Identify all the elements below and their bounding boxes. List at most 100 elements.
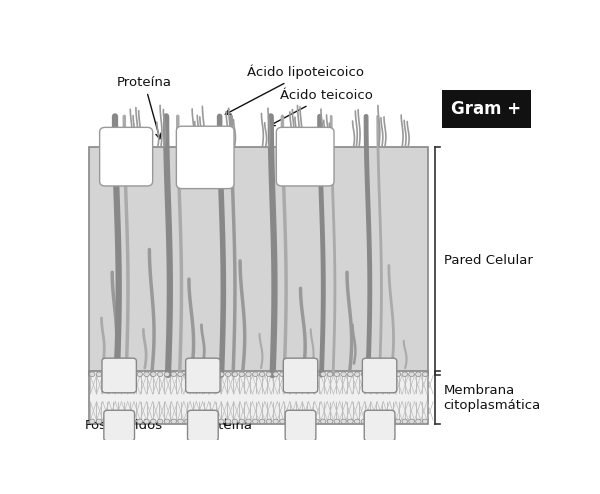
Circle shape: [144, 419, 149, 424]
Circle shape: [341, 372, 346, 376]
Circle shape: [382, 372, 387, 376]
Circle shape: [137, 372, 143, 376]
Circle shape: [314, 419, 319, 424]
Circle shape: [205, 372, 211, 376]
Circle shape: [314, 372, 319, 376]
Circle shape: [355, 372, 360, 376]
Circle shape: [253, 419, 258, 424]
Circle shape: [280, 372, 285, 376]
Circle shape: [293, 372, 299, 376]
Circle shape: [178, 419, 184, 424]
FancyBboxPatch shape: [104, 411, 134, 441]
Circle shape: [218, 419, 224, 424]
Circle shape: [171, 372, 176, 376]
FancyBboxPatch shape: [283, 358, 318, 393]
Circle shape: [416, 372, 421, 376]
Circle shape: [327, 419, 333, 424]
Circle shape: [124, 419, 129, 424]
Circle shape: [300, 372, 305, 376]
Circle shape: [110, 419, 115, 424]
Circle shape: [205, 419, 211, 424]
FancyBboxPatch shape: [188, 411, 218, 441]
Circle shape: [137, 419, 143, 424]
Circle shape: [171, 419, 176, 424]
FancyBboxPatch shape: [100, 127, 152, 186]
Circle shape: [320, 372, 326, 376]
Circle shape: [422, 419, 428, 424]
Circle shape: [273, 419, 278, 424]
Circle shape: [286, 419, 292, 424]
Circle shape: [388, 419, 394, 424]
Text: Proteína: Proteína: [198, 419, 253, 432]
Circle shape: [266, 419, 272, 424]
Circle shape: [164, 419, 170, 424]
Circle shape: [212, 372, 217, 376]
Circle shape: [286, 372, 292, 376]
Circle shape: [416, 419, 421, 424]
Text: Gram +: Gram +: [451, 100, 521, 118]
Circle shape: [395, 419, 401, 424]
Circle shape: [212, 419, 217, 424]
Circle shape: [116, 419, 122, 424]
Circle shape: [124, 372, 129, 376]
Circle shape: [191, 419, 197, 424]
Circle shape: [245, 419, 251, 424]
Circle shape: [151, 419, 156, 424]
Circle shape: [361, 419, 367, 424]
Circle shape: [151, 372, 156, 376]
Circle shape: [320, 419, 326, 424]
Circle shape: [375, 372, 380, 376]
FancyBboxPatch shape: [364, 411, 395, 441]
Circle shape: [300, 419, 305, 424]
Circle shape: [422, 372, 428, 376]
FancyBboxPatch shape: [185, 358, 220, 393]
Circle shape: [239, 372, 244, 376]
Text: Pared Celular: Pared Celular: [444, 254, 533, 267]
Circle shape: [245, 372, 251, 376]
Text: Ácido lipoteicoico: Ácido lipoteicoico: [226, 65, 364, 114]
Bar: [89, 371, 428, 424]
Circle shape: [178, 372, 184, 376]
Circle shape: [347, 419, 353, 424]
FancyBboxPatch shape: [362, 358, 397, 393]
Circle shape: [334, 419, 340, 424]
Circle shape: [253, 372, 258, 376]
Text: Proteína: Proteína: [117, 76, 172, 139]
Circle shape: [334, 372, 340, 376]
Circle shape: [368, 372, 374, 376]
FancyBboxPatch shape: [277, 127, 334, 186]
Circle shape: [130, 372, 136, 376]
Circle shape: [307, 419, 313, 424]
Circle shape: [226, 372, 231, 376]
FancyBboxPatch shape: [285, 411, 316, 441]
FancyBboxPatch shape: [102, 358, 136, 393]
Circle shape: [185, 372, 190, 376]
Circle shape: [307, 372, 313, 376]
Circle shape: [164, 372, 170, 376]
Circle shape: [293, 419, 299, 424]
Circle shape: [157, 419, 163, 424]
Circle shape: [130, 419, 136, 424]
FancyBboxPatch shape: [176, 126, 234, 189]
Circle shape: [382, 419, 387, 424]
Circle shape: [355, 419, 360, 424]
Circle shape: [144, 372, 149, 376]
Circle shape: [198, 372, 204, 376]
Circle shape: [402, 372, 407, 376]
Circle shape: [89, 372, 95, 376]
Bar: [89, 147, 428, 375]
Circle shape: [103, 419, 109, 424]
Circle shape: [96, 419, 102, 424]
Circle shape: [409, 372, 415, 376]
Text: Fosfolípidos: Fosfolípidos: [84, 419, 163, 432]
Circle shape: [191, 372, 197, 376]
Circle shape: [388, 372, 394, 376]
Circle shape: [280, 419, 285, 424]
Circle shape: [89, 419, 95, 424]
Circle shape: [341, 419, 346, 424]
Circle shape: [402, 419, 407, 424]
Circle shape: [409, 419, 415, 424]
Circle shape: [375, 419, 380, 424]
Circle shape: [259, 372, 265, 376]
Text: Membrana
citoplasmática: Membrana citoplasmática: [444, 384, 541, 412]
